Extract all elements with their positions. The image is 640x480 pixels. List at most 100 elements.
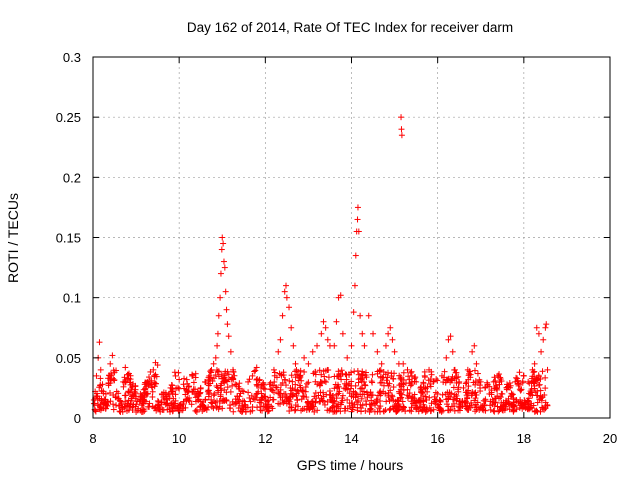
data-point xyxy=(183,387,190,394)
data-point xyxy=(278,371,285,378)
data-point xyxy=(107,370,114,377)
data-point xyxy=(339,330,346,337)
data-point xyxy=(299,406,306,413)
data-point xyxy=(466,368,473,375)
data-point xyxy=(463,403,470,410)
data-point xyxy=(361,342,368,349)
data-point xyxy=(251,368,258,375)
data-point xyxy=(216,403,223,410)
data-point xyxy=(424,388,431,395)
data-point xyxy=(450,384,457,391)
data-point xyxy=(277,336,284,343)
data-point xyxy=(98,395,105,402)
data-point xyxy=(190,386,197,393)
data-point xyxy=(536,396,543,403)
data-point xyxy=(434,377,441,384)
data-point xyxy=(192,407,199,414)
data-point xyxy=(357,391,364,398)
data-point xyxy=(337,292,344,299)
data-point xyxy=(144,390,151,397)
data-point xyxy=(494,393,501,400)
data-point xyxy=(250,395,257,402)
data-point xyxy=(542,374,549,381)
data-point xyxy=(368,392,375,399)
x-tick-label: 16 xyxy=(430,431,444,446)
data-point xyxy=(521,401,528,408)
data-point xyxy=(249,404,256,411)
data-point xyxy=(331,373,338,380)
data-point xyxy=(496,379,503,386)
x-tick-labels: 8 10 12 14 16 18 20 xyxy=(89,431,617,446)
data-point xyxy=(302,384,309,391)
data-point xyxy=(432,396,439,403)
data-point xyxy=(387,324,394,331)
data-point xyxy=(331,408,338,415)
data-point xyxy=(172,391,179,398)
data-point xyxy=(361,381,368,388)
data-point xyxy=(214,330,221,337)
data-point xyxy=(222,368,229,375)
data-point xyxy=(517,387,524,394)
y-tick-label: 0.15 xyxy=(56,231,81,246)
data-point xyxy=(515,399,522,406)
data-point xyxy=(378,360,385,367)
data-point xyxy=(288,387,295,394)
y-tick-labels: 0 0.05 0.1 0.15 0.2 0.25 0.3 xyxy=(56,50,81,426)
data-point xyxy=(534,377,541,384)
data-point xyxy=(471,342,478,349)
data-point xyxy=(342,371,349,378)
data-point xyxy=(533,392,540,399)
data-point xyxy=(490,407,497,414)
data-point xyxy=(348,342,355,349)
data-point xyxy=(423,396,430,403)
data-point xyxy=(166,395,173,402)
data-point xyxy=(292,402,299,409)
data-point xyxy=(471,390,478,397)
data-point xyxy=(398,114,405,121)
data-point xyxy=(146,400,153,407)
data-point xyxy=(331,342,338,349)
data-point xyxy=(543,321,550,328)
data-point xyxy=(234,393,241,400)
data-point xyxy=(149,388,156,395)
data-point xyxy=(297,367,304,374)
data-point xyxy=(407,382,414,389)
data-point xyxy=(344,396,351,403)
data-point xyxy=(242,404,249,411)
data-point xyxy=(205,387,212,394)
data-point xyxy=(415,408,422,415)
data-point xyxy=(280,399,287,406)
data-point xyxy=(282,376,289,383)
data-point xyxy=(283,294,290,301)
data-point xyxy=(201,405,208,412)
data-point xyxy=(279,312,286,319)
data-point xyxy=(288,404,295,411)
data-point xyxy=(443,377,450,384)
data-point xyxy=(215,368,222,375)
data-point xyxy=(164,406,171,413)
data-point xyxy=(100,405,107,412)
data-point xyxy=(354,404,361,411)
data-point xyxy=(396,403,403,410)
data-point xyxy=(212,354,219,361)
data-point xyxy=(355,379,362,386)
data-point xyxy=(222,397,229,404)
data-point xyxy=(289,378,296,385)
data-point xyxy=(396,388,403,395)
data-point xyxy=(347,385,354,392)
data-point xyxy=(520,372,527,379)
data-point xyxy=(411,402,418,409)
data-point xyxy=(513,406,520,413)
data-point xyxy=(93,372,100,379)
data-point xyxy=(324,398,331,405)
data-point xyxy=(491,374,498,381)
data-point xyxy=(183,376,190,383)
data-point xyxy=(107,398,114,405)
data-point xyxy=(220,258,227,265)
data-point xyxy=(397,375,404,382)
data-point xyxy=(309,348,316,355)
data-point xyxy=(270,389,277,396)
data-point xyxy=(227,388,234,395)
data-point xyxy=(541,406,548,413)
data-point xyxy=(530,369,537,376)
